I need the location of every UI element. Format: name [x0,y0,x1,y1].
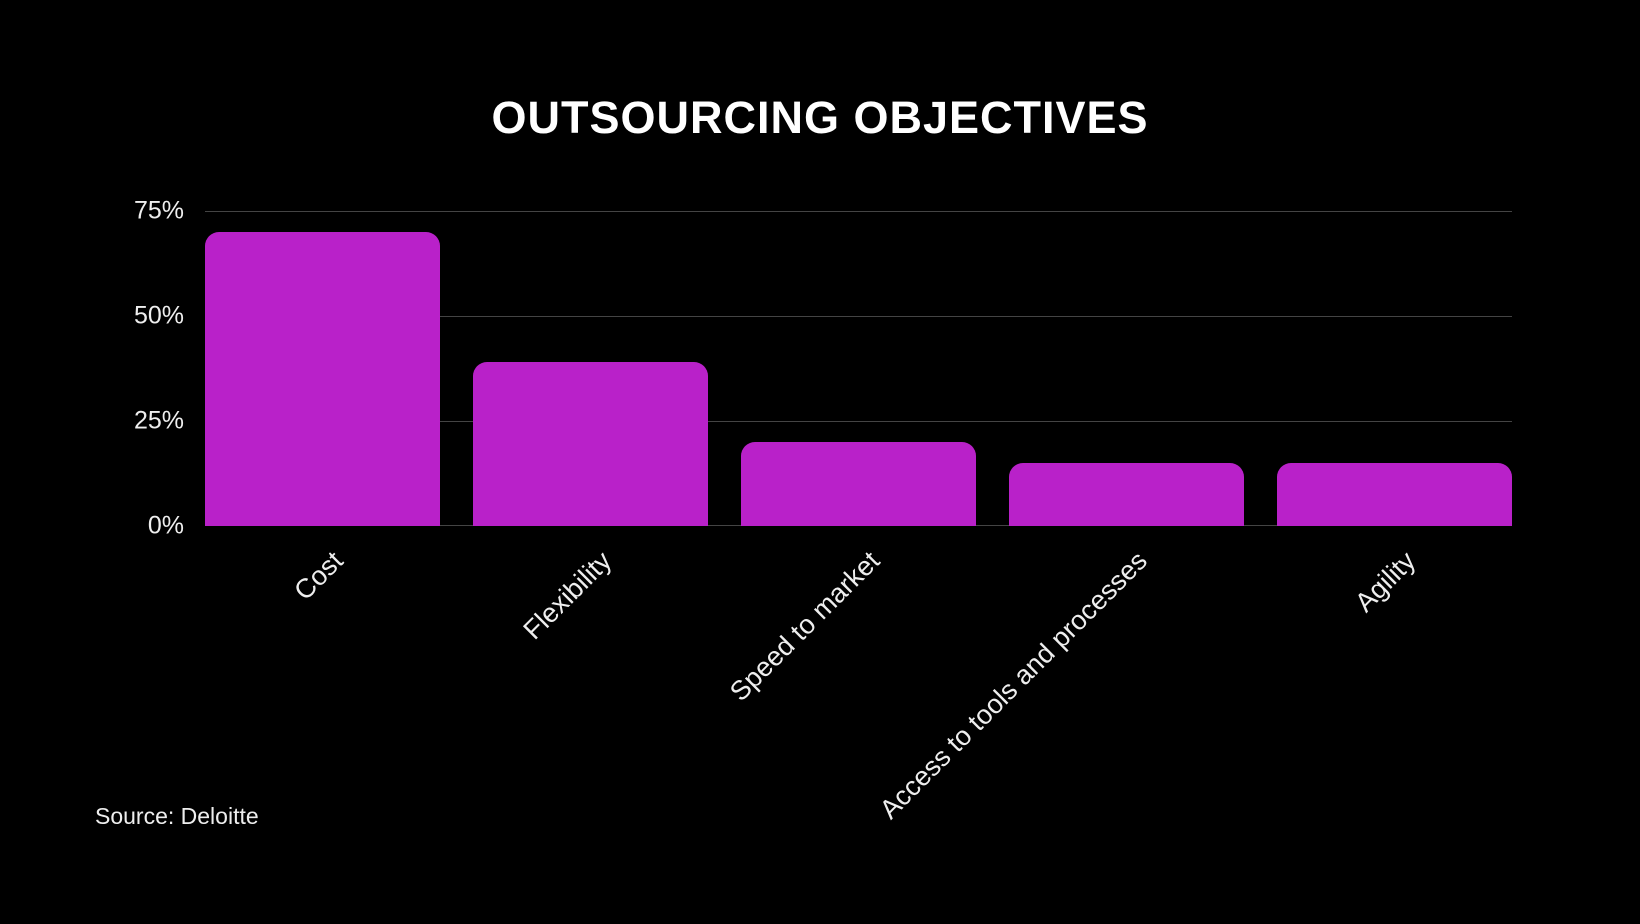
x-label-agility: Agility [1348,545,1421,618]
y-tick-25: 25% [133,406,184,435]
x-label-cost: Cost [287,545,349,606]
x-label-access-to-tools-and-processes: Access to tools and processes [873,545,1153,825]
y-tick-50: 50% [133,301,184,330]
x-label-speed-to-market: Speed to market [723,545,885,707]
chart-title: OUTSOURCING OBJECTIVES [491,92,1149,143]
gridline-75 [205,211,1512,212]
bar-access-to-tools-and-processes [1009,463,1244,526]
y-tick-75: 75% [133,196,184,225]
gridline-25 [205,421,1512,422]
gridline-50 [205,316,1512,317]
y-tick-0: 0% [147,511,184,540]
plot-area: Cost Flexibility Speed to market Access to … [205,0,1512,924]
bar-agility [1277,463,1512,526]
bar-speed-to-market [741,442,976,526]
bar-cost [205,232,440,526]
x-label-flexibility: Flexibility [517,545,617,645]
bar-flexibility [473,362,708,526]
source-note: Source: Deloitte [95,803,259,829]
